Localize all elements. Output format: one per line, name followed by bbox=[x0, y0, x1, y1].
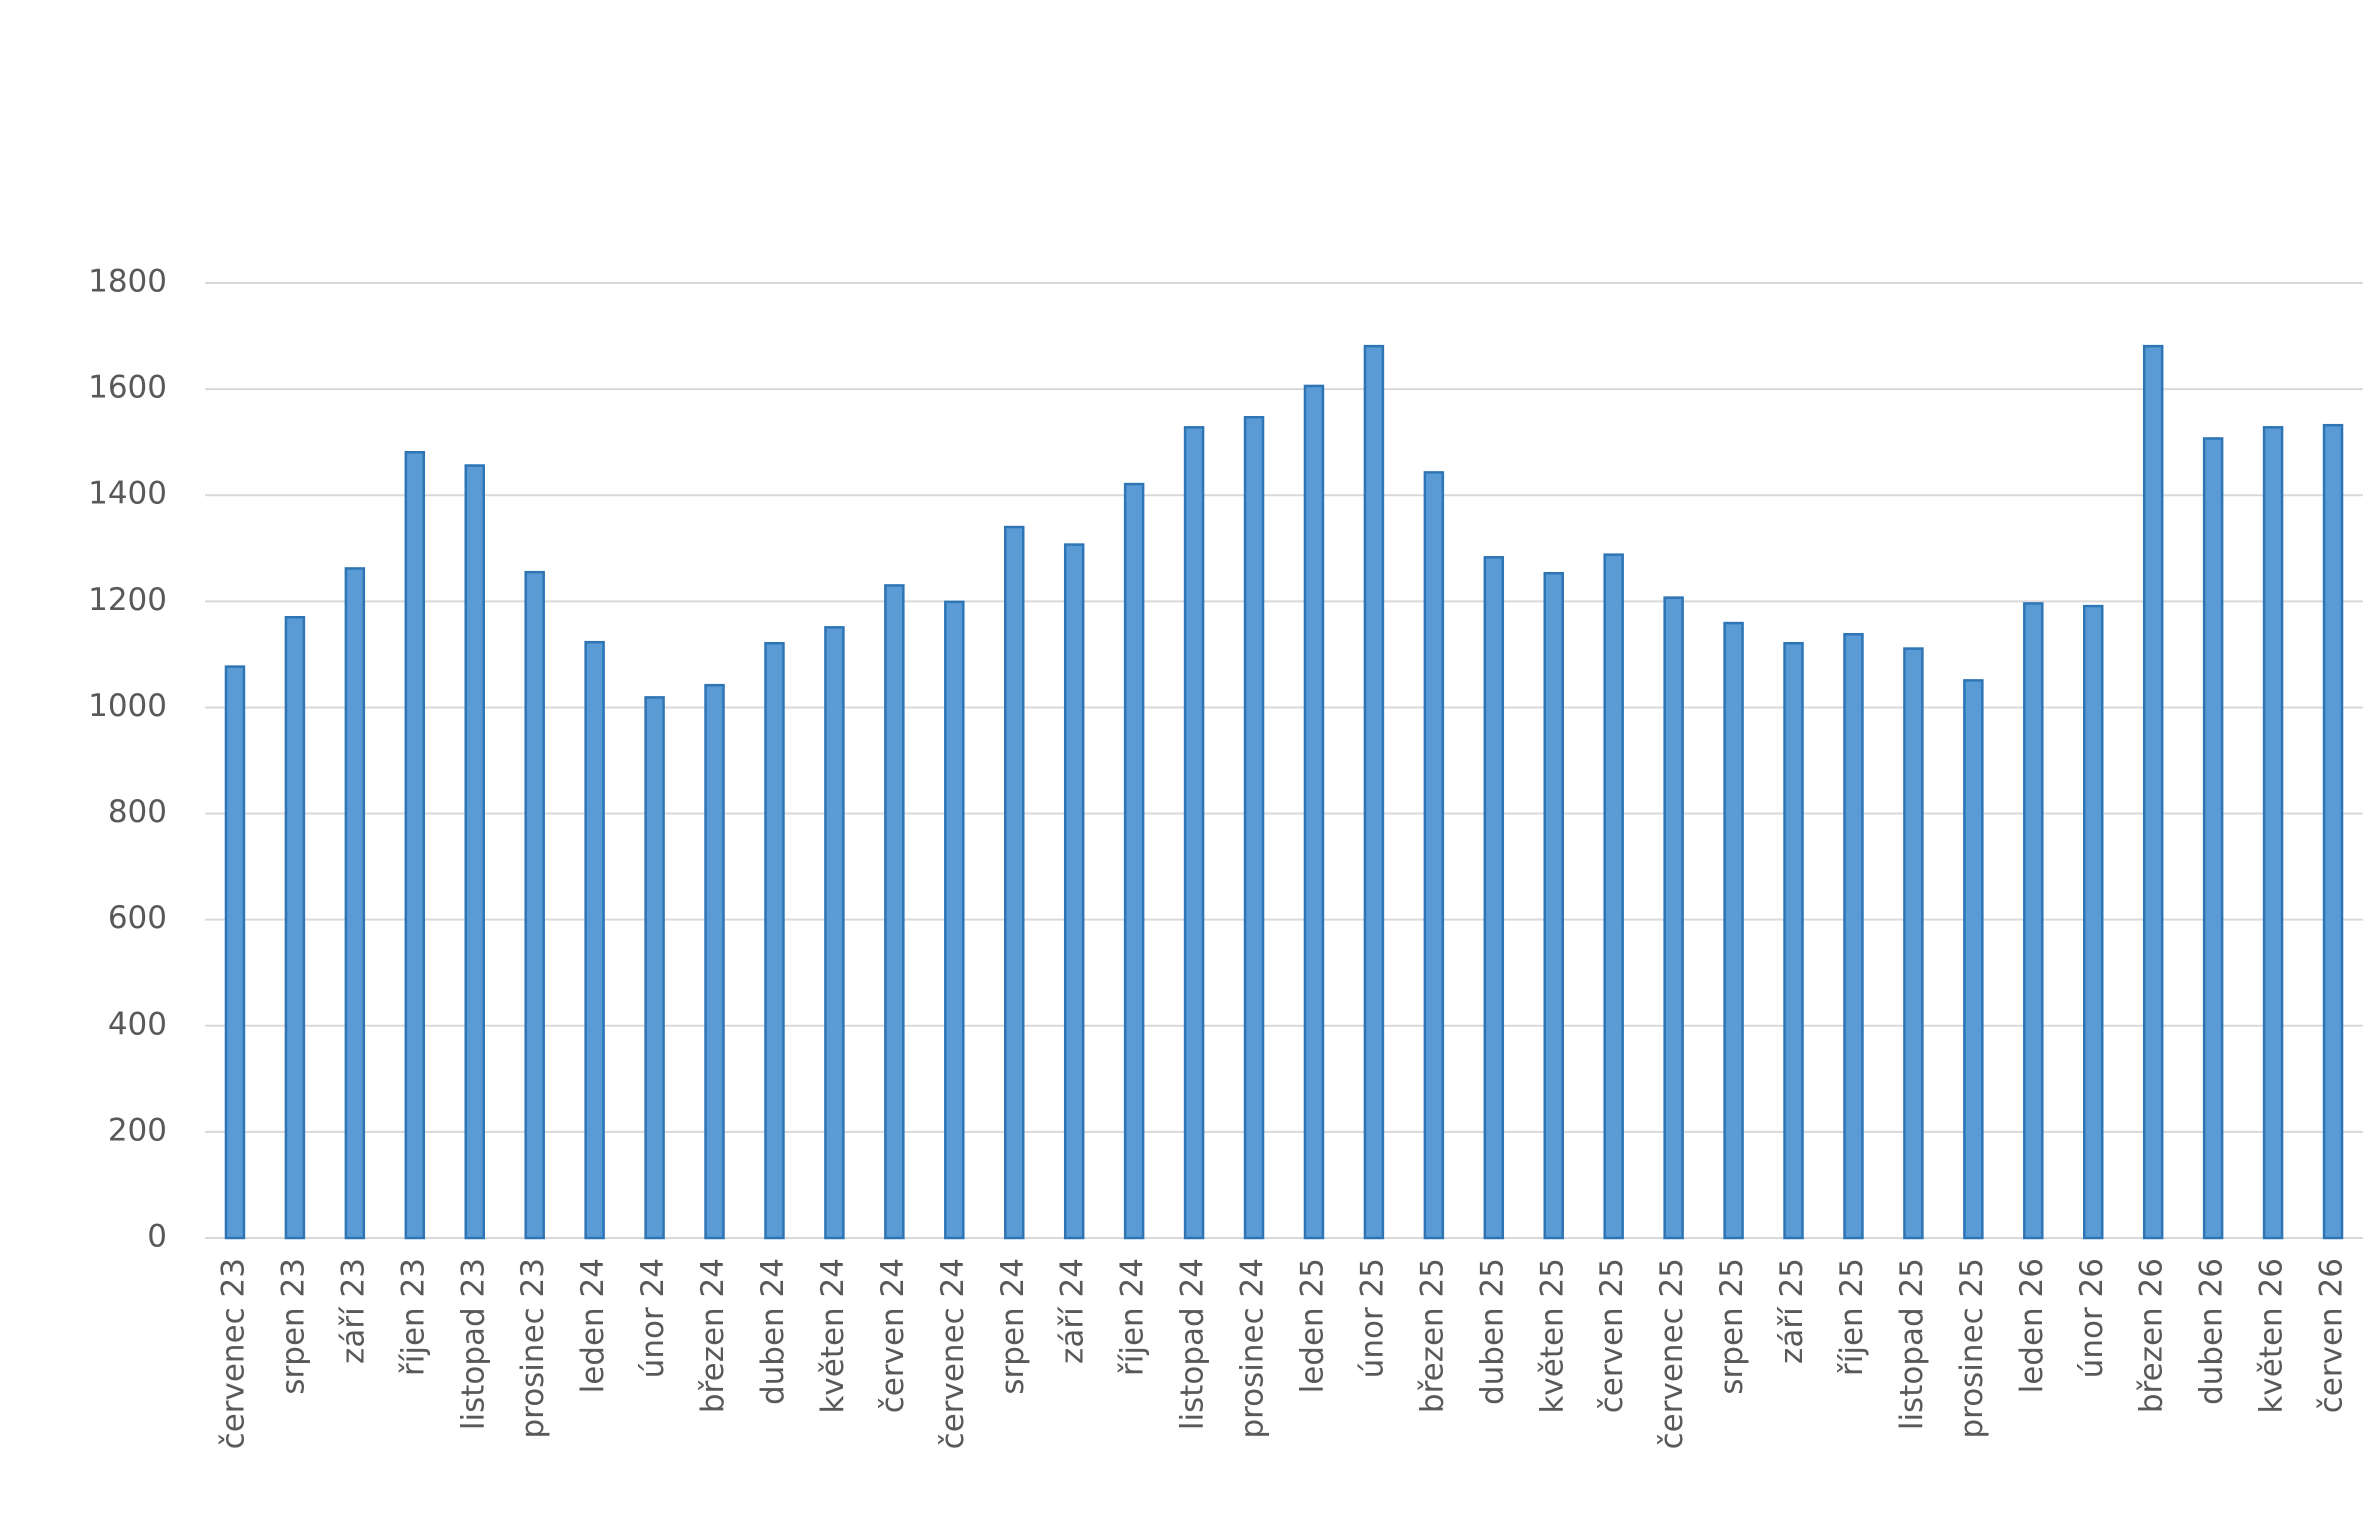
y-tick-label: 800 bbox=[108, 794, 167, 830]
x-tick-label: duben 26 bbox=[2194, 1258, 2230, 1405]
x-tick-label: duben 24 bbox=[755, 1258, 791, 1405]
y-tick-label: 600 bbox=[108, 900, 167, 936]
x-tick-label: leden 26 bbox=[2014, 1258, 2050, 1393]
x-tick-label: březen 24 bbox=[695, 1258, 731, 1413]
bar bbox=[1723, 621, 1744, 1240]
x-tick-label: březen 25 bbox=[1414, 1258, 1450, 1413]
x-tick-label: říjen 25 bbox=[1834, 1258, 1870, 1376]
bar bbox=[764, 641, 785, 1240]
bar bbox=[644, 696, 665, 1240]
x-tick-label: září 24 bbox=[1055, 1258, 1091, 1364]
bar bbox=[1063, 543, 1085, 1240]
y-tick-label: 1400 bbox=[88, 476, 167, 512]
bar bbox=[1963, 679, 1984, 1240]
x-tick-label: červen 25 bbox=[1594, 1258, 1630, 1413]
bar bbox=[2023, 602, 2044, 1240]
bar bbox=[704, 683, 725, 1240]
bar bbox=[524, 570, 545, 1240]
x-tick-label: prosinec 25 bbox=[1954, 1258, 1990, 1439]
x-tick-label: listopad 25 bbox=[1894, 1258, 1930, 1430]
bar bbox=[1543, 571, 1564, 1240]
x-tick-label: srpen 24 bbox=[995, 1258, 1031, 1395]
y-tick-label: 0 bbox=[147, 1219, 167, 1255]
bar bbox=[1123, 482, 1145, 1240]
x-tick-label: červen 26 bbox=[2314, 1258, 2350, 1413]
x-tick-label: květen 26 bbox=[2254, 1258, 2290, 1414]
x-tick-label: březen 26 bbox=[2134, 1258, 2170, 1413]
x-tick-label: listopad 24 bbox=[1175, 1258, 1211, 1430]
bar bbox=[1004, 525, 1025, 1240]
x-tick-label: srpen 25 bbox=[1714, 1258, 1750, 1395]
x-tick-label: červenec 24 bbox=[935, 1258, 971, 1449]
x-tick-label: srpen 23 bbox=[275, 1258, 311, 1395]
x-tick-label: leden 25 bbox=[1294, 1258, 1330, 1393]
x-tick-label: říjen 23 bbox=[395, 1258, 431, 1376]
y-tick-label: 200 bbox=[108, 1112, 167, 1148]
bar bbox=[1843, 632, 1864, 1240]
x-tick-label: září 23 bbox=[335, 1258, 371, 1364]
bar bbox=[1903, 647, 1924, 1240]
x-tick-label: září 25 bbox=[1774, 1258, 1810, 1364]
bar bbox=[224, 665, 246, 1240]
bar bbox=[824, 626, 845, 1240]
bar bbox=[1243, 415, 1265, 1240]
x-tick-label: únor 25 bbox=[1354, 1258, 1390, 1378]
y-tick-label: 1800 bbox=[88, 264, 167, 300]
bar bbox=[1303, 384, 1325, 1240]
x-tick-label: prosinec 23 bbox=[515, 1258, 551, 1439]
x-tick-label: říjen 24 bbox=[1115, 1258, 1151, 1376]
bar bbox=[1663, 596, 1684, 1240]
bar bbox=[2142, 344, 2164, 1240]
x-tick-label: květen 24 bbox=[815, 1258, 851, 1414]
x-tick-label: květen 25 bbox=[1534, 1258, 1570, 1414]
x-tick-label: červenec 23 bbox=[215, 1258, 251, 1449]
bar bbox=[464, 464, 485, 1240]
bar bbox=[584, 640, 605, 1240]
y-tick-label: 400 bbox=[108, 1006, 167, 1042]
bar bbox=[2202, 437, 2224, 1240]
x-tick-label: prosinec 24 bbox=[1235, 1258, 1271, 1439]
x-tick-label: duben 25 bbox=[1474, 1258, 1510, 1405]
bar bbox=[2262, 426, 2284, 1240]
x-tick-label: listopad 23 bbox=[455, 1258, 491, 1430]
x-tick-label: únor 26 bbox=[2074, 1258, 2110, 1378]
bar bbox=[1183, 426, 1205, 1240]
x-tick-label: únor 24 bbox=[635, 1258, 671, 1378]
bar bbox=[1783, 641, 1804, 1240]
bar bbox=[944, 600, 965, 1240]
bar bbox=[1483, 556, 1505, 1240]
bar bbox=[404, 450, 426, 1240]
bar bbox=[1423, 471, 1445, 1240]
y-tick-label: 1000 bbox=[88, 688, 167, 724]
y-tick-label: 1200 bbox=[88, 582, 167, 618]
bar bbox=[1603, 553, 1624, 1240]
x-tick-label: červenec 25 bbox=[1654, 1258, 1690, 1449]
bar bbox=[1363, 344, 1385, 1240]
bar bbox=[2322, 423, 2344, 1240]
x-tick-label: červen 24 bbox=[875, 1258, 911, 1413]
x-tick-label: leden 24 bbox=[575, 1258, 611, 1393]
bar bbox=[344, 567, 366, 1240]
bar bbox=[2083, 604, 2104, 1240]
bar bbox=[884, 584, 905, 1240]
bar bbox=[284, 616, 306, 1240]
y-tick-label: 1600 bbox=[88, 370, 167, 406]
